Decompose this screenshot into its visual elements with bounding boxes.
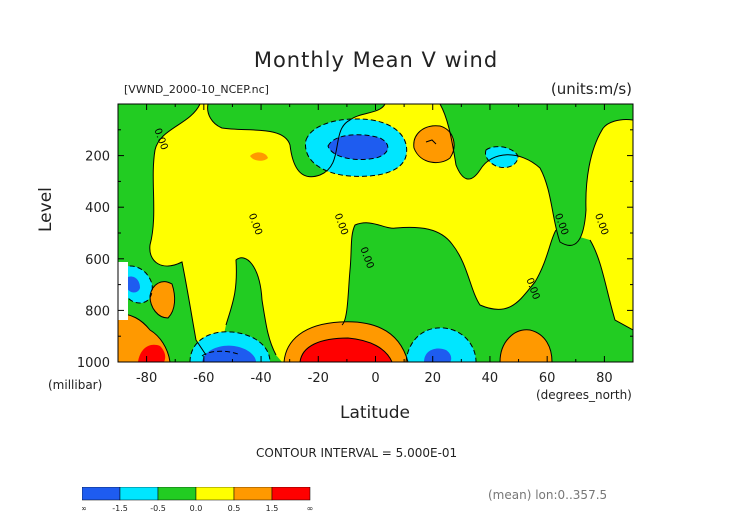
y-tick-label: 800 bbox=[85, 304, 110, 319]
colorbar-swatch bbox=[195, 487, 235, 501]
colorbar-swatch bbox=[271, 487, 311, 501]
x-tick-label: 80 bbox=[596, 371, 613, 386]
x-tick-label: 20 bbox=[424, 371, 441, 386]
y-tick-label: 1000 bbox=[77, 356, 110, 371]
contour-line-dashed bbox=[189, 331, 271, 362]
contour-line bbox=[589, 239, 633, 331]
colorbar-label: -∞ bbox=[82, 504, 87, 513]
contour-line bbox=[149, 104, 207, 356]
x-axis-unit: (degrees_north) bbox=[536, 388, 632, 402]
x-tick-label: -60 bbox=[193, 371, 214, 386]
axes: -80 -60 -40 -20 0 20 40 60 80 1000 800 600 400 200 bbox=[77, 104, 634, 386]
fill-red-bottom-left bbox=[138, 344, 166, 362]
contour-line-dashed bbox=[485, 146, 519, 169]
y-axis-label: Level bbox=[36, 187, 56, 232]
y-tick-label: 400 bbox=[85, 201, 110, 216]
fill-cyan-bottom-center bbox=[406, 327, 476, 362]
y-tick-label: 600 bbox=[85, 253, 110, 268]
colorbar-label: ∞ bbox=[307, 504, 314, 513]
missing-data-patch bbox=[118, 262, 128, 320]
colorbar-swatch bbox=[233, 487, 273, 501]
colorbar-label: 1.5 bbox=[266, 504, 279, 513]
contour-line-dashed bbox=[120, 265, 153, 304]
fill-orange-left-mid bbox=[150, 281, 175, 318]
contour-line bbox=[425, 139, 437, 145]
contour-line bbox=[207, 104, 386, 178]
fill-orange-bottom-right bbox=[500, 329, 552, 362]
mean-range-label: (mean) lon:0..357.5 bbox=[488, 488, 608, 502]
file-name-label: [VWND_2000-10_NCEP.nc] bbox=[124, 83, 269, 96]
x-tick-label: -40 bbox=[250, 371, 271, 386]
fill-blue-bottom-left bbox=[202, 345, 256, 362]
contour-lines-negative bbox=[120, 118, 519, 362]
colorbar-label: -1.5 bbox=[112, 504, 128, 513]
x-tick-label: -20 bbox=[308, 371, 329, 386]
fill-orange-small bbox=[250, 152, 268, 161]
fill-cyan-upper-right bbox=[485, 146, 518, 168]
fill-red-bottom-center bbox=[300, 338, 392, 362]
chart-title: Monthly Mean V wind bbox=[253, 48, 499, 72]
contour-line bbox=[499, 329, 553, 362]
contour-line bbox=[341, 222, 557, 326]
x-tick-label: 60 bbox=[539, 371, 556, 386]
contour-lines bbox=[118, 104, 633, 362]
colorbar-label: -0.5 bbox=[150, 504, 166, 513]
fill-blue-upper-center bbox=[328, 134, 388, 160]
y-tick-label: 200 bbox=[85, 150, 110, 165]
fill-blue-left bbox=[126, 276, 140, 293]
contour-line bbox=[118, 313, 171, 362]
contour-line-dashed bbox=[201, 350, 239, 357]
contour-line-dashed bbox=[327, 134, 389, 160]
units-label: (units:m/s) bbox=[550, 80, 632, 98]
contour-fills bbox=[118, 104, 633, 362]
x-tick-label: 0 bbox=[371, 371, 379, 386]
contour-line bbox=[283, 321, 409, 362]
colorbar-swatch bbox=[119, 487, 159, 501]
contour-line bbox=[299, 337, 393, 362]
fill-orange-upper bbox=[413, 125, 455, 163]
fill-blue-bottom-center bbox=[424, 348, 452, 362]
colorbar-swatch bbox=[157, 487, 197, 501]
contour-line-dashed bbox=[305, 118, 408, 177]
contour-line bbox=[149, 281, 176, 319]
contour-line bbox=[225, 257, 277, 356]
contour-line bbox=[439, 104, 633, 246]
x-tick-label: -80 bbox=[136, 371, 157, 386]
y-axis-unit: (millibar) bbox=[48, 378, 103, 392]
colorbar-swatch bbox=[82, 487, 121, 501]
x-tick-label: 40 bbox=[482, 371, 499, 386]
colorbar: -∞ -1.5 -0.5 0.0 0.5 1.5 ∞ bbox=[82, 487, 314, 513]
fill-green-upper-right bbox=[440, 104, 633, 246]
colorbar-label: 0.0 bbox=[190, 504, 203, 513]
colorbar-label: 0.5 bbox=[228, 504, 241, 513]
contour-line bbox=[413, 125, 455, 164]
x-axis-label: Latitude bbox=[340, 403, 410, 423]
contour-line-dashed bbox=[405, 327, 477, 362]
contour-interval-label: CONTOUR INTERVAL = 5.000E-01 bbox=[256, 446, 458, 460]
